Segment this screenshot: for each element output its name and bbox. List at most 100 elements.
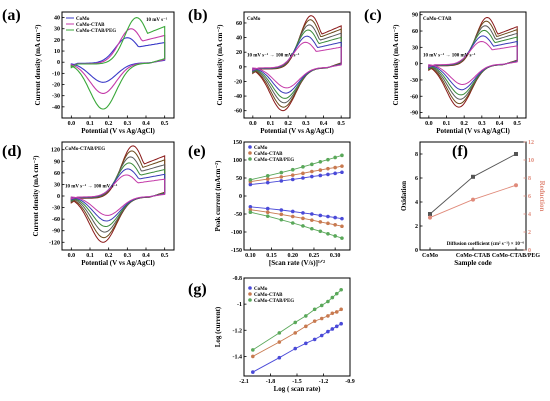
data-point	[319, 303, 324, 308]
data-point	[265, 214, 270, 218]
sample-title: CoMo-CTAB	[423, 17, 452, 22]
y-tick-label: -120	[49, 240, 60, 246]
sample-title: CoMo	[247, 17, 261, 22]
data-point	[326, 157, 330, 162]
y-tick-label: -50	[234, 212, 242, 218]
data-point	[333, 155, 337, 160]
x-tick-label: 0.3	[124, 121, 132, 127]
cv-curve	[428, 25, 518, 100]
data-point	[301, 171, 305, 176]
x-tick-label: 0.2	[284, 121, 292, 127]
y-axis-label: Oxidation	[400, 181, 408, 211]
y-axis-label: Current density (mA cm⁻²)	[216, 24, 224, 106]
data-point	[340, 224, 344, 229]
x-tick-label: CoMo	[422, 253, 438, 259]
data-point	[330, 311, 335, 316]
y-tick-label: 40	[54, 16, 60, 22]
plot-frame	[419, 141, 527, 251]
data-point	[301, 165, 305, 169]
data-point	[293, 320, 298, 325]
panel-f: (f) 0 2 4 6 8 0 2 4 6 8 10 12 CoMo CoMo-CTAB CoMo-CTAB/…	[400, 140, 546, 267]
fit-line	[252, 309, 342, 357]
data-point	[251, 348, 255, 352]
scan-rate-annotation: 10 mV s⁻¹	[146, 17, 168, 23]
scan-rate-annotation: 10 mV s⁻¹ → 100 mV s⁻¹	[247, 53, 300, 59]
data-point	[290, 177, 295, 182]
y-tick-label: -30	[52, 206, 60, 212]
plot-frame	[419, 11, 527, 119]
y-tick-label: 30	[54, 27, 60, 33]
legend-entry: CoMo-CTAB	[76, 23, 105, 28]
data-point	[326, 221, 330, 226]
cv-curve	[252, 19, 342, 108]
data-point	[277, 355, 282, 360]
data-point	[333, 223, 337, 227]
cv-curve	[252, 15, 342, 112]
fit-line	[250, 154, 343, 181]
legend-entry: CoMo-CTAB/PEG	[254, 158, 294, 163]
data-point	[304, 324, 308, 329]
series-line-oxidation	[429, 153, 517, 215]
x-tick-label: 0.4	[142, 121, 150, 127]
data-point	[340, 164, 344, 168]
panel-label: (b)	[188, 7, 208, 24]
data-point	[330, 295, 335, 300]
y-tick-label: -1.2	[233, 328, 243, 334]
cv-curve	[70, 150, 166, 239]
y-tick-label: 40	[236, 36, 242, 42]
fit-line	[252, 289, 342, 351]
data-point	[251, 354, 255, 359]
y-tick-label: 100	[233, 158, 242, 164]
y-tick-label: -20	[234, 79, 242, 85]
x-tick-label: 0.5	[337, 121, 345, 127]
data-point	[290, 167, 295, 172]
data-point	[265, 210, 270, 214]
x-tick-label: 0.0	[68, 253, 76, 259]
data-point	[318, 168, 323, 172]
x-axis-label: [Scan rate (V/s)]¹ᐟ²	[269, 259, 325, 267]
x-tick-label: 0.2	[460, 121, 468, 127]
x-tick-label: -1.2	[319, 379, 329, 385]
data-point	[340, 236, 344, 240]
x-tick-label: 0.1	[86, 121, 94, 127]
y-tick-label: 90	[54, 159, 60, 165]
legend-entry: CoMo	[254, 287, 268, 292]
x-tick-label: 0.25	[309, 253, 320, 259]
data-point	[333, 171, 337, 176]
y-tick-label: 0	[239, 65, 242, 71]
data-point	[339, 321, 343, 326]
y-tick-label: 2	[415, 224, 418, 230]
panel-c: (c) 0.0 0.1 0.2 0.3 0.4 0.5 -90 -60 -30 0 30 60 90 Pot…	[364, 7, 527, 135]
y-tick-label: 6	[415, 176, 418, 182]
scan-rate-annotation: 10 mV s⁻¹ → 100 mV s⁻¹	[423, 53, 476, 59]
y-tick-label: -30	[52, 94, 60, 100]
data-point	[333, 234, 337, 238]
plot-frame	[61, 11, 175, 119]
data-point	[326, 314, 330, 318]
panel-d: (d) 0.0 0.1 0.2 0.3 0.4 0.5 -120 -90 -60 -30 0 30 60 9…	[2, 141, 175, 267]
data-point	[290, 214, 295, 219]
data-point	[312, 307, 317, 312]
data-point	[265, 174, 270, 178]
data-point	[326, 172, 330, 177]
data-point	[334, 291, 339, 296]
y-tick-label: -30	[410, 78, 418, 84]
data-point	[279, 175, 284, 179]
data-point	[279, 217, 284, 222]
data-point	[251, 370, 255, 374]
y-tick-label: 30	[412, 45, 418, 51]
y2-tick-label: 6	[528, 194, 531, 200]
cv-curve	[428, 40, 518, 86]
y-tick-label: -60	[52, 217, 60, 223]
x-tick-label: 0.0	[425, 121, 433, 127]
y-tick-label: -1	[237, 302, 242, 308]
data-point	[340, 153, 344, 158]
y2-axis-label: Reduction	[538, 181, 546, 212]
panel-b: (b) 0.0 0.1 0.2 0.3 0.4 0.5 -60 -40 -20 0 20 40 60 Pot…	[188, 7, 351, 135]
y-tick-label: 0	[57, 60, 60, 66]
x-axis-label: Potential (V vs Ag/AgCl)	[81, 127, 155, 135]
fit-line	[250, 165, 342, 183]
fit-line	[250, 206, 342, 220]
y-tick-label: 60	[236, 21, 242, 27]
